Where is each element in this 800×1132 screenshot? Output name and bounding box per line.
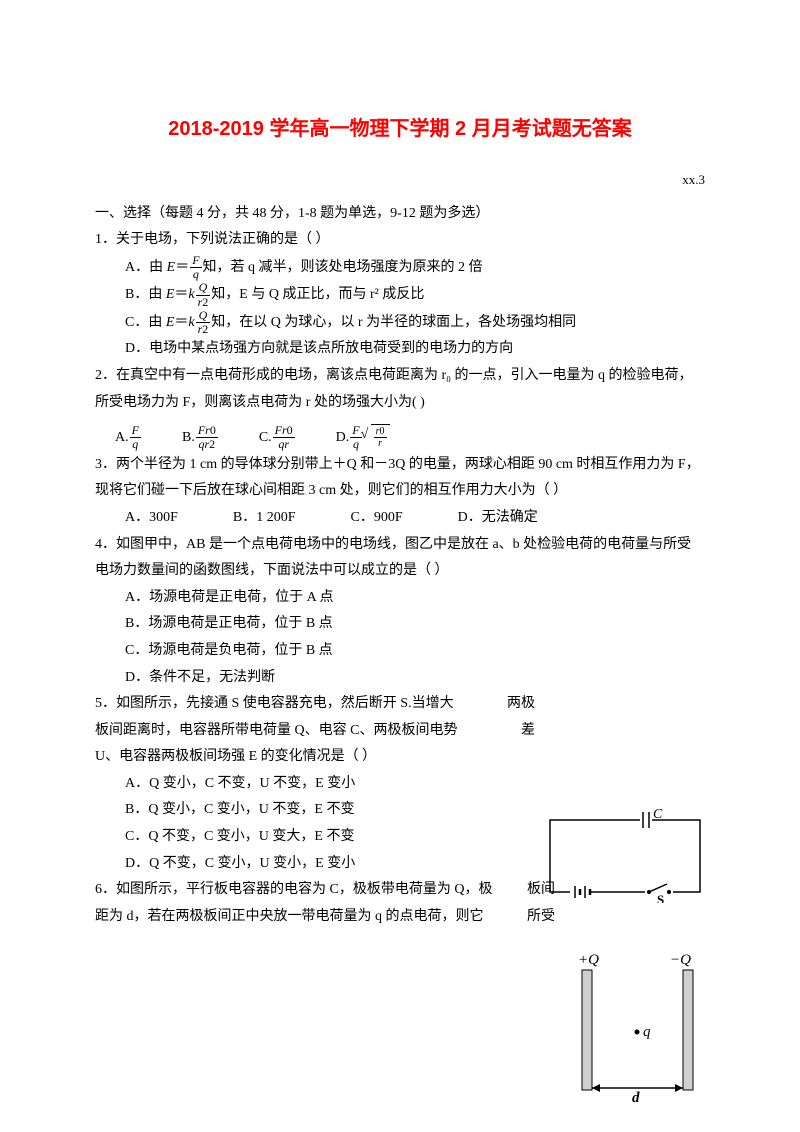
- q6-line1: 6．如图所示，平行板电容器的电容为 C，极板带电荷量为 Q，极板间: [95, 877, 555, 904]
- q4-optD: D．条件不足，无法判断: [95, 665, 705, 692]
- q5-line2: 板间距离时，电容器所带电荷量 Q、电容 C、两极板间电势差: [95, 718, 535, 745]
- circuit-switch-label: S: [657, 892, 664, 903]
- q4-stem: 4．如图甲中，AB 是一个点电荷电场中的电场线，图乙中是放在 a、b 处检验电荷…: [95, 532, 705, 585]
- cap-posQ-label: +Q: [578, 952, 599, 968]
- q1-optD: D．电场中某点场强方向就是该点所放电荷受到的电场力的方向: [95, 336, 705, 363]
- cap-negQ-label: −Q: [670, 952, 691, 968]
- page-title: 2018-2019 学年高一物理下学期 2 月月考试题无答案: [95, 110, 705, 148]
- q4-optA: A．场源电荷是正电荷，位于 A 点: [95, 585, 705, 612]
- cap-q-label: q: [643, 1024, 651, 1040]
- q1-optA: A．由 E＝Fq知，若 q 减半，则该处电场强度为原来的 2 倍: [95, 254, 705, 282]
- capacitor-diagram: +Q −Q q d: [570, 950, 705, 1105]
- exam-date: xx.3: [95, 168, 705, 193]
- q4-optC: C．场源电荷是负电荷，位于 B 点: [95, 638, 705, 665]
- section-heading: 一、选择（每题 4 分，共 48 分，1-8 题为单选，9-12 题为多选）: [95, 201, 705, 228]
- q3-options: A．300F B．1 200F C．900F D．无法确定: [95, 505, 705, 532]
- q5-optA: A．Q 变小，C 不变，U 不变，E 变小: [95, 771, 705, 798]
- q1-optC: C．由 E＝kQr2知，在以 Q 为球心，以 r 为半径的球面上，各处场强均相同: [95, 309, 705, 337]
- q1-optB: B．由 E＝kQr2知，E 与 Q 成正比，而与 r² 成反比: [95, 281, 705, 309]
- q5-line3: U、电容器两极板间场强 E 的变化情况是（ ）: [95, 744, 705, 771]
- q2-options: A.Fq B.Fr0qr2 C.Fr0qr D.Fqr0r: [95, 424, 705, 452]
- q1-stem: 1．关于电场，下列说法正确的是（ ）: [95, 227, 705, 254]
- q2-stem: 2．在真空中有一点电荷形成的电场，离该点电荷距离为 r₀ 的一点，引入一电量为 …: [95, 363, 705, 416]
- circuit-diagram: C S: [545, 808, 705, 903]
- q6-line2: 距为 d，若在两极板间正中央放一带电荷量为 q 的点电荷，则它所受: [95, 904, 555, 931]
- cap-d-label: d: [632, 1090, 640, 1105]
- q3-stem: 3．两个半径为 1 cm 的导体球分别带上＋Q 和－3Q 的电量，两球心相距 9…: [95, 452, 705, 505]
- q5-line1: 5．如图所示，先接通 S 使电容器充电，然后断开 S.当增大两极: [95, 691, 535, 718]
- q4-optB: B．场源电荷是正电荷，位于 B 点: [95, 611, 705, 638]
- circuit-cap-label: C: [653, 808, 663, 822]
